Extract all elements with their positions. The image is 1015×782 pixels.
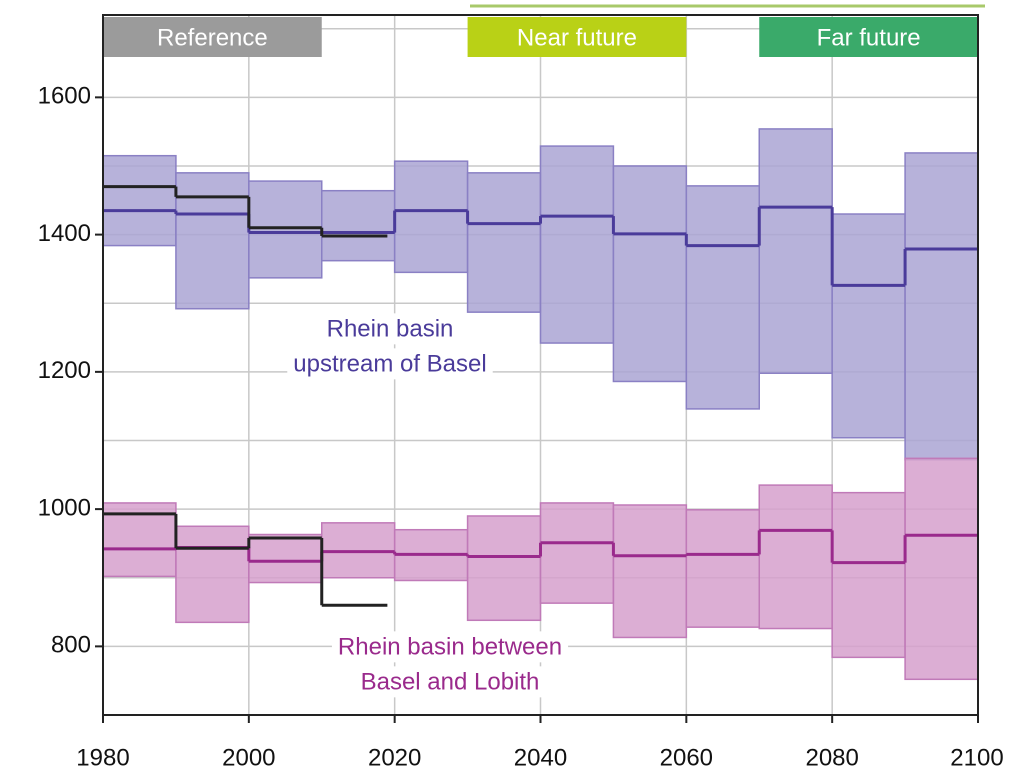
range-box [831, 213, 906, 439]
range-box [904, 457, 979, 681]
y-tick-label: 1400 [38, 220, 91, 247]
period-box [759, 17, 978, 57]
range-box [248, 180, 323, 279]
range-box [321, 189, 396, 262]
range-box [758, 128, 833, 374]
range-box [831, 491, 906, 659]
range-box [539, 502, 615, 604]
x-tick-label: 2100 [950, 744, 1003, 771]
period-box [467, 17, 687, 57]
y-tick-label: 1600 [38, 83, 91, 110]
annotation: Rhein basin between [338, 633, 562, 660]
period-box [103, 17, 322, 57]
y-tick-label: 1200 [38, 357, 91, 384]
range-box [393, 160, 469, 274]
x-tick-label: 2080 [805, 744, 858, 771]
y-tick-label: 800 [51, 632, 91, 659]
annotation-bg [287, 348, 493, 380]
range-box [904, 152, 979, 461]
range-box [685, 509, 760, 628]
annotation: Basel and Lobith [361, 668, 540, 695]
range-box [102, 154, 177, 247]
range-box [175, 525, 250, 624]
range-box [612, 504, 688, 639]
annotation: Rhein basin [327, 315, 454, 342]
annotation-bg [331, 631, 569, 663]
range-box [685, 185, 760, 410]
y-tick-label: 1000 [38, 494, 91, 521]
range-box [466, 515, 542, 622]
x-tick-label: 2000 [222, 744, 275, 771]
annotation: upstream of Basel [293, 350, 486, 377]
period-label: Near future [517, 24, 637, 51]
range-box [539, 145, 615, 344]
period-label: Far future [817, 24, 921, 51]
annotation-bg [320, 313, 460, 345]
period-label: Reference [157, 24, 268, 51]
range-box [175, 172, 250, 310]
range-box [248, 533, 323, 584]
annotation-bg [354, 666, 546, 698]
range-box [758, 484, 833, 630]
x-tick-label: 2060 [660, 744, 713, 771]
x-tick-label: 1980 [76, 744, 129, 771]
x-tick-label: 2040 [514, 744, 567, 771]
range-box [466, 172, 542, 313]
x-tick-label: 2020 [368, 744, 421, 771]
range-box [612, 165, 688, 383]
